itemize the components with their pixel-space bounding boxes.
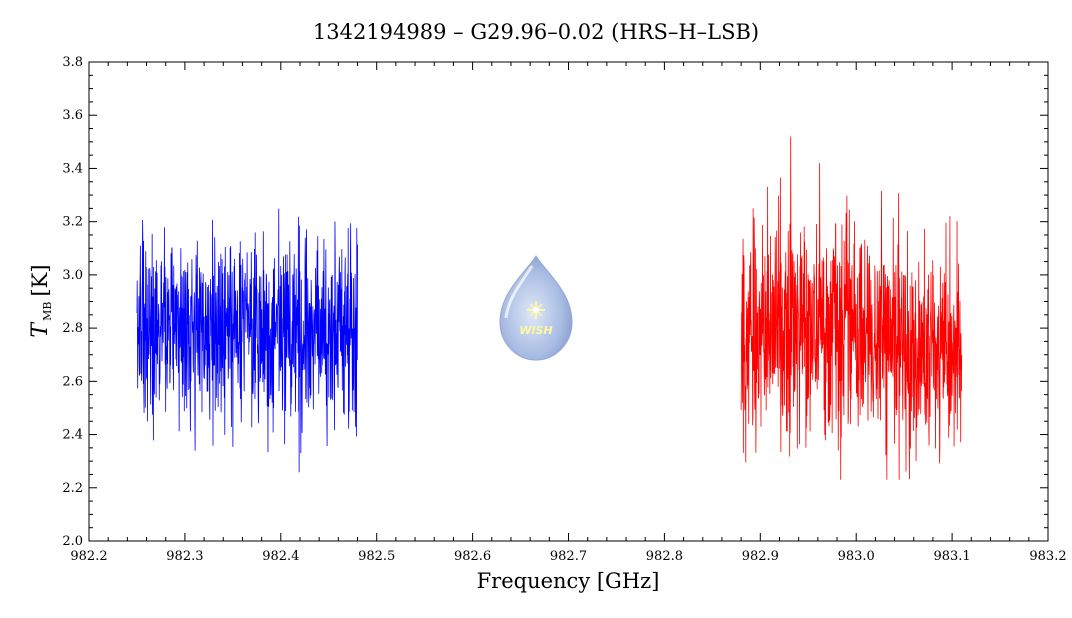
x-axis-label: Frequency [GHz] xyxy=(477,569,660,593)
series-layer xyxy=(136,136,963,480)
y-axis-unit: [K] xyxy=(28,264,52,296)
y-tick-labels: 2.0 2.2 2.4 2.6 2.8 3.0 3.2 3.4 3.6 3.8 xyxy=(62,55,83,549)
plot-frame xyxy=(88,61,1049,542)
x-tick-label: 982.8 xyxy=(646,549,683,564)
y-tick-label: 3.8 xyxy=(62,55,83,70)
x-tick-label: 982.3 xyxy=(166,549,203,564)
y-tick-label: 2.2 xyxy=(62,481,83,496)
y-axis-symbol: T xyxy=(28,321,53,338)
x-tick-label: 982.7 xyxy=(550,549,587,564)
series-line-1 xyxy=(136,208,358,473)
x-tick-labels: 982.2 982.3 982.4 982.5 982.6 982.7 982.8 982.9… xyxy=(70,549,1066,564)
y-tick-label: 2.8 xyxy=(62,321,83,336)
logo-text: WISH xyxy=(519,324,552,337)
series-line-2 xyxy=(740,136,963,480)
x-tick-label: 983.1 xyxy=(933,549,970,564)
y-tick-label: 3.4 xyxy=(62,161,83,176)
x-tick-label: 982.4 xyxy=(262,549,299,564)
y-tick-label: 2.0 xyxy=(62,534,83,549)
drop-highlight-icon xyxy=(504,265,534,319)
x-tick-label: 982.6 xyxy=(454,549,491,564)
y-tick-label: 3.0 xyxy=(62,268,83,283)
y-tick-label: 2.6 xyxy=(62,374,83,389)
chart-title: 1342194989 – G29.96–0.02 (HRS–H–LSB) xyxy=(313,20,759,44)
x-tick-label: 982.9 xyxy=(742,549,779,564)
y-axis-label: TMB [K] xyxy=(28,264,54,337)
x-tick-label: 982.5 xyxy=(358,549,395,564)
x-tick-label: 982.2 xyxy=(70,549,107,564)
star-icon xyxy=(527,301,545,319)
x-tick-label: 983.2 xyxy=(1029,549,1066,564)
y-axis-subscript: MB xyxy=(41,302,54,321)
x-tick-label: 983.0 xyxy=(838,549,875,564)
y-tick-label: 3.2 xyxy=(62,215,83,230)
y-tick-label: 3.6 xyxy=(62,108,83,123)
y-tick-label: 2.4 xyxy=(62,428,83,443)
wish-logo: WISH xyxy=(499,255,573,361)
